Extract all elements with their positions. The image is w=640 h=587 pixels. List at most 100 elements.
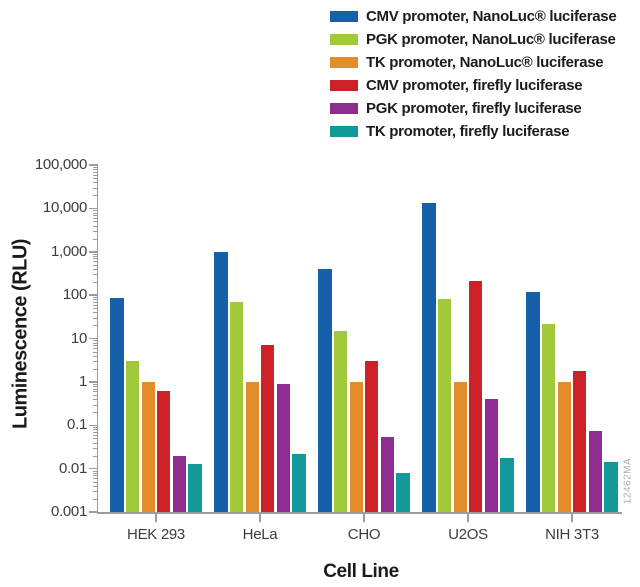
legend-label: TK promoter, firefly luciferase xyxy=(366,123,570,140)
legend-swatch xyxy=(330,34,358,45)
legend-item: PGK promoter, NanoLuc® luciferase xyxy=(330,28,616,51)
x-tick xyxy=(155,513,157,522)
y-minor-tick xyxy=(93,383,98,385)
bar-hela-series4 xyxy=(261,345,275,512)
legend-swatch xyxy=(330,103,358,114)
y-minor-tick xyxy=(93,282,98,284)
x-tick-label: HEK 293 xyxy=(127,526,185,543)
legend-label: CMV promoter, NanoLuc® luciferase xyxy=(366,8,617,25)
legend: CMV promoter, NanoLuc® luciferase PGK pro… xyxy=(330,5,617,143)
y-minor-tick xyxy=(93,348,98,350)
bar-hela-series5 xyxy=(276,383,290,512)
y-major-tick xyxy=(89,424,98,426)
y-minor-tick xyxy=(93,255,98,257)
y-tick-label: 100,000 xyxy=(34,156,87,173)
legend-item: PGK promoter, firefly luciferase xyxy=(330,97,616,120)
y-minor-tick xyxy=(93,399,98,401)
bar-hela-series1 xyxy=(214,251,228,512)
bar-nih-3t3-series2 xyxy=(542,323,556,512)
watermark: 12462MA xyxy=(622,457,634,505)
y-major-tick xyxy=(89,207,98,210)
y-minor-tick xyxy=(93,238,98,240)
bar-hek-293-series4 xyxy=(157,391,171,512)
bar-u2os-series5 xyxy=(484,399,498,512)
y-minor-tick xyxy=(93,351,98,353)
y-tick-label: 100 xyxy=(62,286,87,304)
x-tick-label: U2OS xyxy=(448,526,488,543)
bar-hek-293-series1 xyxy=(110,298,124,512)
y-minor-tick xyxy=(93,299,98,301)
y-minor-tick xyxy=(93,169,98,171)
y-minor-tick xyxy=(93,217,98,219)
y-minor-tick xyxy=(93,434,98,436)
x-tick xyxy=(259,513,261,522)
y-minor-tick xyxy=(93,195,98,197)
y-minor-tick xyxy=(93,404,98,406)
y-minor-tick xyxy=(93,174,98,176)
bar-hek-293-series2 xyxy=(126,361,140,512)
y-minor-tick xyxy=(93,485,98,487)
y-minor-tick xyxy=(93,274,98,276)
y-minor-tick xyxy=(93,261,98,263)
x-axis-line xyxy=(96,511,622,514)
y-major-tick xyxy=(89,337,98,340)
y-minor-tick xyxy=(93,269,98,270)
bar-cho-series5 xyxy=(380,436,394,512)
bar-nih-3t3-series5 xyxy=(588,430,602,512)
y-major-tick xyxy=(89,251,98,253)
y-tick-label: 0.01 xyxy=(59,459,87,477)
legend-item: TK promoter, NanoLuc® luciferase xyxy=(330,51,616,74)
bar-nih-3t3-series6 xyxy=(604,462,618,512)
bar-cho-series1 xyxy=(318,269,332,512)
y-minor-tick xyxy=(93,455,98,457)
y-minor-tick xyxy=(93,258,98,260)
y-minor-tick xyxy=(93,447,98,449)
y-tick-label: 0.001 xyxy=(50,503,87,520)
y-major-tick xyxy=(89,511,98,513)
y-major-tick xyxy=(89,164,98,166)
legend-item: CMV promoter, firefly luciferase xyxy=(330,74,616,97)
y-major-tick xyxy=(89,467,98,470)
bar-u2os-series2 xyxy=(438,299,452,512)
y-axis-title: Luminescence (RLU) xyxy=(9,239,32,429)
y-tick-label: 0.1 xyxy=(67,416,87,434)
y-minor-tick xyxy=(93,312,98,314)
y-minor-tick xyxy=(93,166,98,168)
x-tick-label: HeLa xyxy=(242,526,278,543)
y-minor-tick xyxy=(93,388,98,390)
legend-label: CMV promoter, firefly luciferase xyxy=(366,77,583,94)
legend-swatch xyxy=(330,11,358,22)
legend-item: TK promoter, firefly luciferase xyxy=(330,120,616,143)
bar-hela-series2 xyxy=(230,301,244,512)
bar-u2os-series6 xyxy=(500,457,514,512)
y-minor-tick xyxy=(93,475,98,477)
y-minor-tick xyxy=(93,297,98,299)
y-minor-tick xyxy=(93,368,98,370)
bar-hela-series6 xyxy=(292,453,306,512)
y-minor-tick xyxy=(93,325,98,327)
y-minor-tick xyxy=(93,361,98,363)
bar-cho-series6 xyxy=(396,472,410,512)
y-minor-tick xyxy=(93,212,98,214)
y-minor-tick xyxy=(93,231,98,233)
bar-hek-293-series3 xyxy=(141,381,155,512)
bar-u2os-series1 xyxy=(422,203,436,512)
y-minor-tick xyxy=(93,470,98,472)
bar-nih-3t3-series4 xyxy=(573,370,587,512)
y-minor-tick xyxy=(93,171,98,173)
x-tick xyxy=(571,513,573,522)
legend-label: PGK promoter, NanoLuc® luciferase xyxy=(366,31,616,48)
legend-item: CMV promoter, NanoLuc® luciferase xyxy=(330,5,617,28)
bar-u2os-series3 xyxy=(453,381,467,512)
y-minor-tick xyxy=(93,308,98,310)
bar-nih-3t3-series3 xyxy=(557,381,571,512)
y-minor-tick xyxy=(93,215,98,217)
y-minor-tick xyxy=(93,442,98,444)
y-minor-tick xyxy=(93,301,98,303)
y-minor-tick xyxy=(93,427,98,429)
y-minor-tick xyxy=(93,355,98,357)
bar-u2os-series4 xyxy=(469,281,483,512)
y-minor-tick xyxy=(93,210,98,212)
y-minor-tick xyxy=(93,478,98,480)
